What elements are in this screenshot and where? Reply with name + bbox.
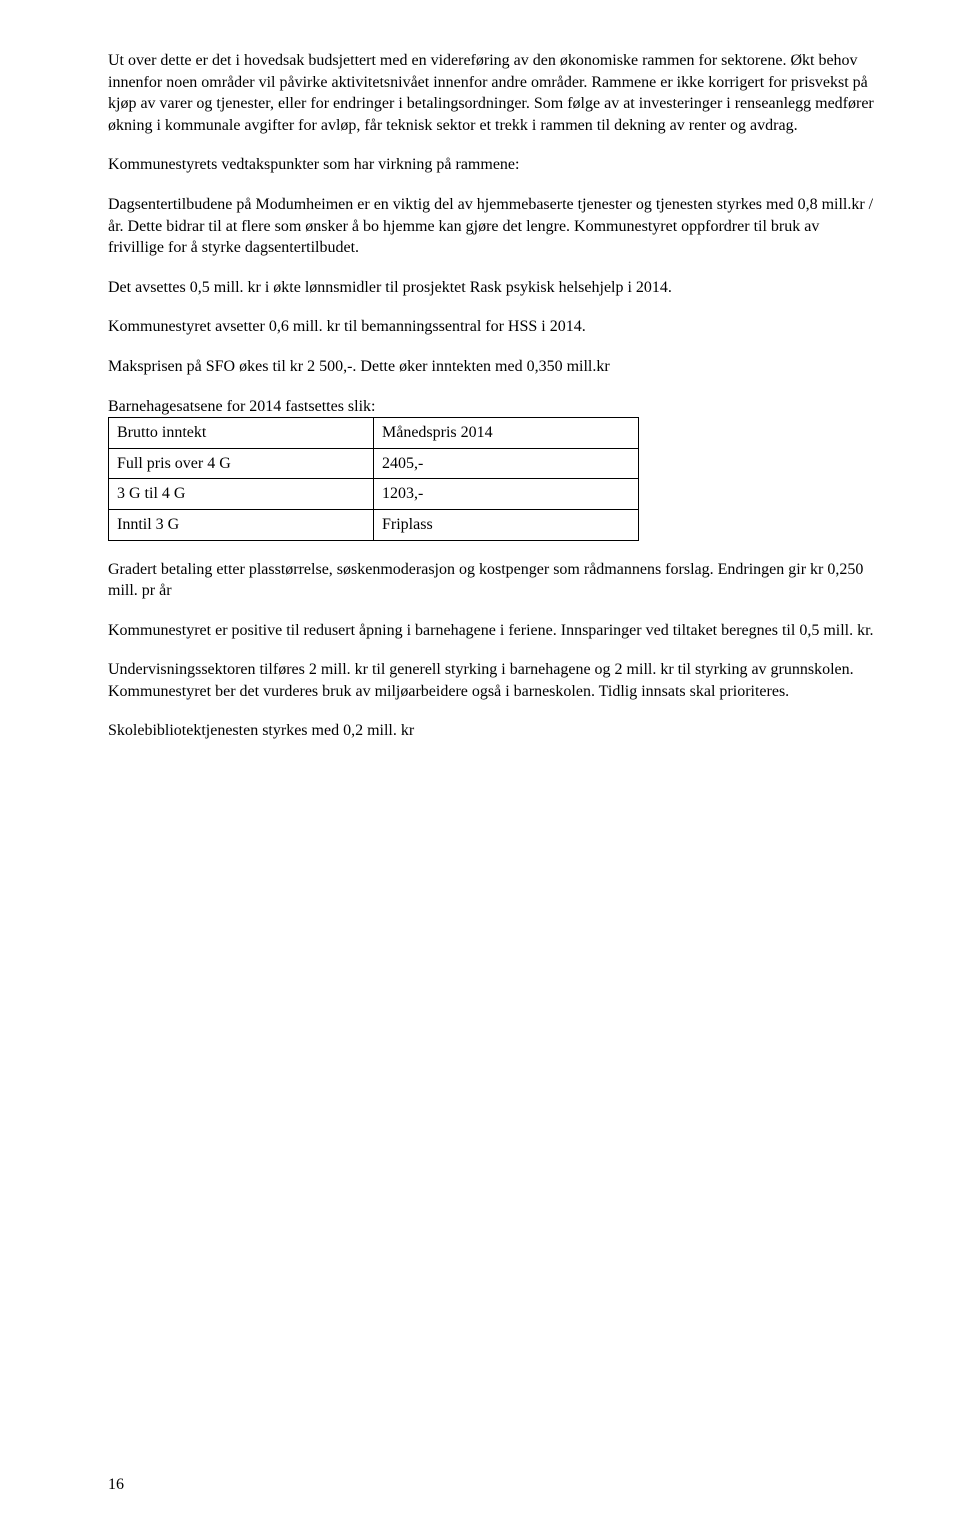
table-header-row: Brutto inntekt Månedspris 2014 [109, 418, 639, 449]
paragraph-undervisning: Undervisningssektoren tilføres 2 mill. k… [108, 659, 875, 702]
paragraph-intro: Ut over dette er det i hovedsak budsjett… [108, 50, 875, 136]
table-cell: 1203,- [374, 479, 639, 510]
paragraph-lonnsmidler: Det avsettes 0,5 mill. kr i økte lønnsmi… [108, 277, 875, 299]
table-row: Inntil 3 G Friplass [109, 509, 639, 540]
table-header-cell: Månedspris 2014 [374, 418, 639, 449]
table-cell: 2405,- [374, 448, 639, 479]
paragraph-dagsentertilbud: Dagsentertilbudene på Modumheimen er en … [108, 194, 875, 259]
paragraph-vedtak-heading: Kommunestyrets vedtakspunkter som har vi… [108, 154, 875, 176]
table-intro: Barnehagesatsene for 2014 fastsettes sli… [108, 396, 875, 418]
page-number: 16 [108, 1474, 124, 1496]
paragraph-sfo-makspris: Maksprisen på SFO økes til kr 2 500,-. D… [108, 356, 875, 378]
paragraph-skolebibliotek: Skolebibliotektjenesten styrkes med 0,2 … [108, 720, 875, 742]
barnehagesatser-table: Brutto inntekt Månedspris 2014 Full pris… [108, 417, 639, 540]
table-row: Full pris over 4 G 2405,- [109, 448, 639, 479]
paragraph-bemanningssentral: Kommunestyret avsetter 0,6 mill. kr til … [108, 316, 875, 338]
table-row: 3 G til 4 G 1203,- [109, 479, 639, 510]
table-header-cell: Brutto inntekt [109, 418, 374, 449]
table-cell: Full pris over 4 G [109, 448, 374, 479]
table-cell: Inntil 3 G [109, 509, 374, 540]
paragraph-redusert-apning: Kommunestyret er positive til redusert å… [108, 620, 875, 642]
table-cell: Friplass [374, 509, 639, 540]
table-cell: 3 G til 4 G [109, 479, 374, 510]
paragraph-gradert-betaling: Gradert betaling etter plasstørrelse, sø… [108, 559, 875, 602]
